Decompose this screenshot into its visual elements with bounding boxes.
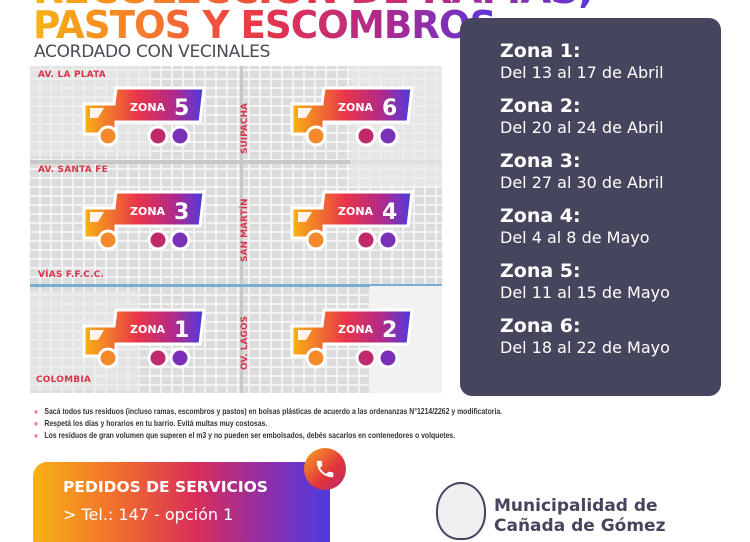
schedule-zone: Zona 1: <box>500 40 581 62</box>
truck-zone-1: ZONA 1 <box>82 308 206 369</box>
schedule-panel: Zona 1: Del 13 al 17 de Abril Zona 2: Del 2… <box>460 18 721 396</box>
zone-label: ZONA <box>338 205 374 218</box>
schedule-dates: Del 13 al 17 de Abril <box>500 63 664 82</box>
notes-list: » Sacá todos tus residuos (incluso ramas,… <box>34 405 690 441</box>
municipality-name: Municipalidad de Cañada de Gómez <box>494 496 665 536</box>
municipality-line-2: Cañada de Gómez <box>494 516 666 536</box>
note-text: Respetá los días y horarios en tu barrio… <box>44 418 268 428</box>
zone-number: 4 <box>382 200 397 225</box>
schedule-item: Zona 4: Del 4 al 8 de Mayo <box>500 205 721 249</box>
zone-label: ZONA <box>130 101 166 114</box>
zone-label: ZONA <box>130 323 166 336</box>
truck-zone-2: ZONA 2 <box>290 308 414 369</box>
street-label-san-martin: SAN MARTÍN <box>240 198 250 262</box>
subtitle: ACORDADO CON VECINALES <box>34 42 271 62</box>
note-text: Los residuos de gran volumen que superen… <box>44 430 456 440</box>
double-chevron-icon: » <box>34 430 38 440</box>
title-line-1: RECOLECCIÓN DE RAMAS, <box>33 0 593 10</box>
truck-zone-5: ZONA 5 <box>82 86 206 147</box>
schedule-dates: Del 18 al 22 de Mayo <box>500 338 670 357</box>
zone-number: 5 <box>174 96 189 121</box>
schedule-item: Zona 3: Del 27 al 30 de Abril <box>500 150 721 194</box>
schedule-zone: Zona 4: <box>500 205 581 227</box>
schedule-item: Zona 6: Del 18 al 22 de Mayo <box>500 315 721 359</box>
title-line-2: PASTOS Y ESCOMBROS <box>33 3 496 47</box>
street-label-ov-lagos: OV. LAGOS <box>240 316 250 370</box>
schedule-dates: Del 11 al 15 de Mayo <box>500 283 670 302</box>
schedule-zone: Zona 6: <box>500 315 581 337</box>
schedule-zone: Zona 3: <box>500 150 581 172</box>
services-box: PEDIDOS DE SERVICIOS > Tel.: 147 - opció… <box>33 462 330 542</box>
schedule-dates: Del 20 al 24 de Abril <box>500 118 664 137</box>
street-label-av-la-plata: AV. LA PLATA <box>38 70 106 80</box>
street-label-colombia: COLOMBIA <box>36 375 92 385</box>
truck-zone-4: ZONA 4 <box>290 190 414 251</box>
phone-icon <box>304 448 346 490</box>
truck-zone-6: ZONA 6 <box>290 86 414 147</box>
services-heading: PEDIDOS DE SERVICIOS <box>63 478 268 496</box>
schedule-item: Zona 2: Del 20 al 24 de Abril <box>500 95 721 139</box>
note-text: Sacá todos tus residuos (incluso ramas, … <box>44 406 503 416</box>
schedule-item: Zona 5: Del 11 al 15 de Mayo <box>500 260 721 304</box>
street-label-av-santa-fe: AV. SANTA FE <box>38 165 108 175</box>
zone-number: 6 <box>382 96 397 121</box>
truck-zone-3: ZONA 3 <box>82 190 206 251</box>
note-item: » Los residuos de gran volumen que supere… <box>34 429 690 441</box>
schedule-item: Zona 1: Del 13 al 17 de Abril <box>500 40 721 84</box>
double-chevron-icon: » <box>34 418 38 428</box>
services-phone[interactable]: > Tel.: 147 - opción 1 <box>63 505 234 524</box>
zone-number: 2 <box>382 318 397 343</box>
schedule-dates: Del 4 al 8 de Mayo <box>500 228 650 247</box>
zone-label: ZONA <box>130 205 166 218</box>
municipal-seal-logo <box>436 482 486 540</box>
municipality-line-1: Municipalidad de <box>494 496 658 516</box>
schedule-zone: Zona 2: <box>500 95 581 117</box>
street-label-vias: VÍAS F.F.C.C. <box>38 270 105 280</box>
zone-label: ZONA <box>338 323 374 336</box>
zone-number: 3 <box>174 200 189 225</box>
note-item: » Respetá los días y horarios en tu barri… <box>34 417 690 429</box>
zone-number: 1 <box>174 318 189 343</box>
note-item: » Sacá todos tus residuos (incluso ramas,… <box>34 405 690 417</box>
street-label-suipacha: SUIPACHA <box>240 103 250 154</box>
zone-label: ZONA <box>338 101 374 114</box>
schedule-zone: Zona 5: <box>500 260 581 282</box>
schedule-dates: Del 27 al 30 de Abril <box>500 173 664 192</box>
double-chevron-icon: » <box>34 406 38 416</box>
